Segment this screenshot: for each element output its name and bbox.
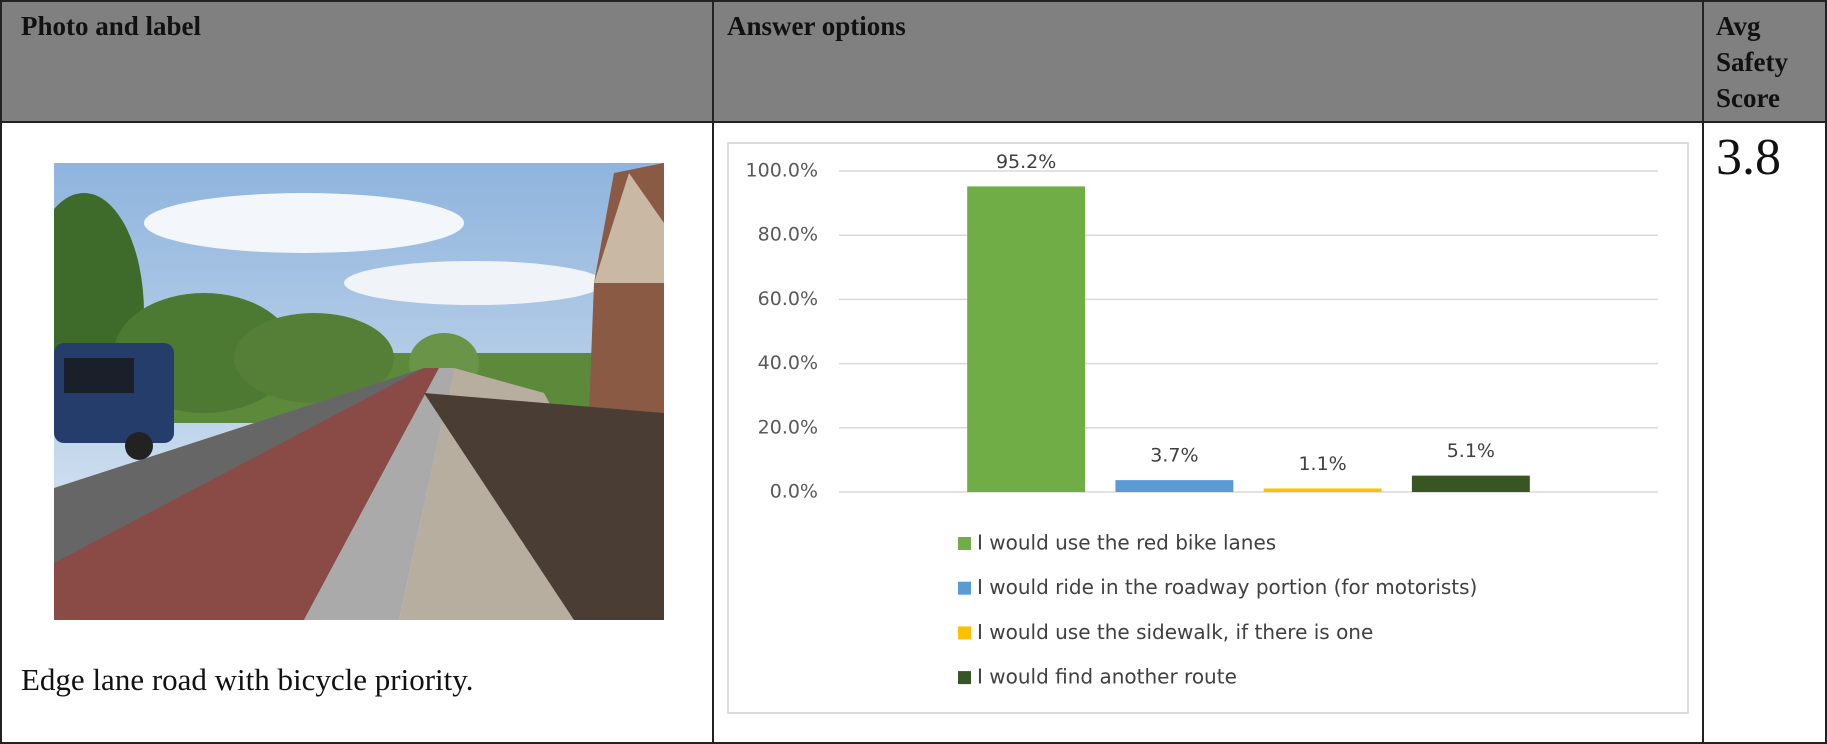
safety-score: 3.8 bbox=[1716, 129, 1781, 186]
legend-swatch bbox=[958, 671, 971, 685]
y-tick-label: 20.0% bbox=[758, 416, 818, 438]
y-tick-label: 60.0% bbox=[758, 288, 818, 310]
border bbox=[0, 0, 2, 744]
header-cell: Photo and label bbox=[21, 11, 202, 41]
value-label: 5.1% bbox=[1447, 440, 1495, 462]
legend-swatch bbox=[958, 537, 971, 550]
border bbox=[0, 742, 1827, 744]
y-tick-label: 80.0% bbox=[758, 224, 818, 246]
value-label: 1.1% bbox=[1298, 453, 1346, 475]
header-cell: Answer options bbox=[727, 11, 906, 41]
photo-caption: Edge lane road with bicycle priority. bbox=[21, 662, 474, 697]
y-tick-label: 100.0% bbox=[746, 160, 818, 182]
bar bbox=[1411, 475, 1530, 492]
legend-swatch bbox=[958, 581, 971, 595]
y-tick-label: 0.0% bbox=[770, 481, 818, 503]
header-cell: Avg Safety Score bbox=[1716, 11, 1788, 113]
legend-label: I would use the red bike lanes bbox=[977, 531, 1276, 555]
border bbox=[0, 0, 1827, 2]
legend-label: I would find another route bbox=[977, 665, 1237, 689]
bar bbox=[1115, 480, 1234, 492]
border bbox=[712, 0, 714, 744]
border bbox=[1702, 0, 1704, 744]
legend-swatch bbox=[958, 626, 971, 640]
border bbox=[1825, 0, 1827, 744]
bar bbox=[967, 186, 1086, 492]
border bbox=[0, 121, 1827, 123]
value-label: 3.7% bbox=[1150, 445, 1198, 467]
legend-label: I would use the sidewalk, if there is on… bbox=[977, 620, 1373, 644]
photo bbox=[54, 163, 664, 620]
legend-label: I would ride in the roadway portion (for… bbox=[977, 575, 1477, 599]
bar bbox=[1263, 488, 1382, 492]
header-row bbox=[0, 0, 1827, 122]
value-label: 95.2% bbox=[996, 151, 1056, 173]
y-tick-label: 40.0% bbox=[758, 352, 818, 374]
